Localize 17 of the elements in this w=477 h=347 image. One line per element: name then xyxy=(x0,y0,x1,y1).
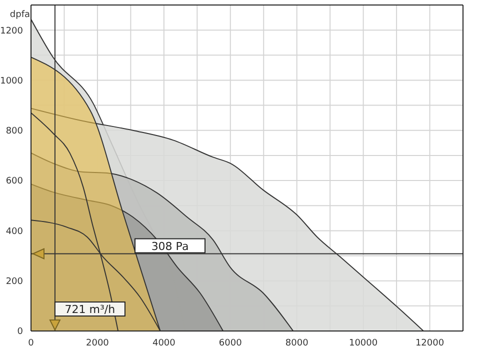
x-tick-label: 4000 xyxy=(152,338,176,347)
y-tick-label: 0 xyxy=(17,327,24,338)
x-tick-label: 2000 xyxy=(86,338,110,347)
y-tick-label: 400 xyxy=(6,226,24,237)
x-tick-label: 6000 xyxy=(218,338,242,347)
ref-line-label: 308 Pa xyxy=(151,240,189,253)
y-tick-label: 1000 xyxy=(0,76,24,86)
x-tick-label: 8000 xyxy=(285,338,309,347)
y-tick-label: 200 xyxy=(6,277,24,288)
y-tick-label: 800 xyxy=(6,126,24,137)
x-tick-label: 12000 xyxy=(415,338,444,347)
x-tick-label: 10000 xyxy=(348,338,378,347)
y-tick-label: 600 xyxy=(6,176,24,187)
y-axis-title: dpfa xyxy=(10,10,30,20)
ref-line-label: 721 m³/h xyxy=(64,303,116,316)
x-tick-label: 0 xyxy=(28,338,34,347)
y-tick-label: 1200 xyxy=(0,26,24,36)
